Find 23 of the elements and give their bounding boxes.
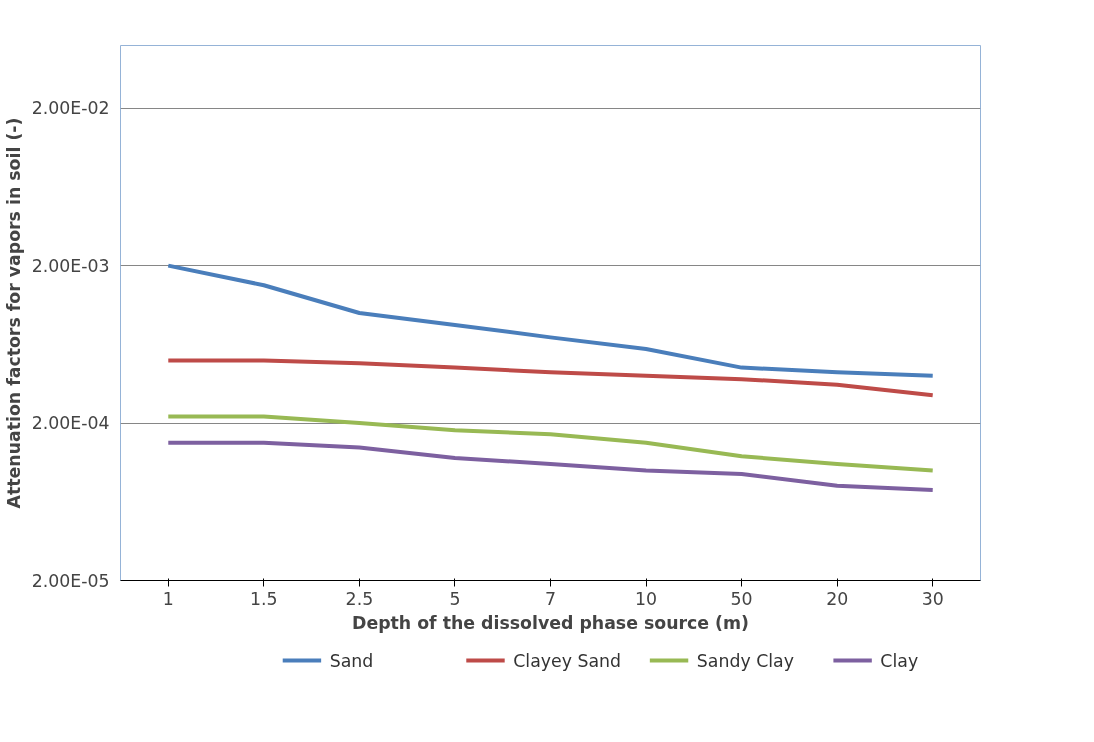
line-series	[166, 263, 935, 378]
x-axis-title: Depth of the dissolved phase source (m)	[352, 612, 749, 633]
legend-label: Sandy Clay	[696, 650, 794, 671]
x-tick-label: 1	[162, 588, 174, 609]
line-series	[166, 414, 935, 473]
x-tick-label: 20	[826, 588, 849, 609]
x-tick-label: 30	[921, 588, 944, 609]
x-tick-label: 5	[449, 588, 461, 609]
y-tick-label: 2.00E-03	[31, 255, 110, 276]
x-tick-label: 2.5	[345, 588, 374, 609]
y-tick-label: 2.00E-04	[31, 413, 110, 434]
y-tick-label: 2.00E-05	[31, 570, 110, 591]
x-tick-label: 7	[544, 588, 557, 609]
legend-label: Sand	[329, 650, 374, 671]
line-series	[166, 440, 935, 493]
y-tick-label: 2.00E-02	[31, 98, 110, 119]
legend-label: Clay	[880, 650, 919, 671]
x-tick-label: 50	[730, 588, 753, 609]
x-tick-label: 10	[635, 588, 658, 609]
x-tick-label: 1.5	[250, 588, 278, 609]
legend-label: Clayey Sand	[513, 650, 622, 671]
y-axis-title: Attenuation factors for vapors in soil (-)	[3, 117, 24, 509]
line-series	[166, 358, 935, 398]
